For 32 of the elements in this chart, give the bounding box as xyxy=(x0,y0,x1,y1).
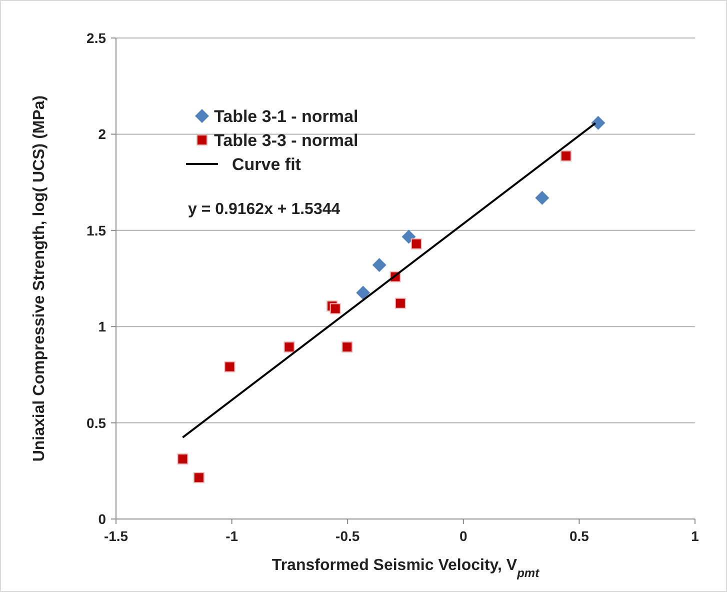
point xyxy=(410,238,422,250)
point xyxy=(372,258,386,272)
point xyxy=(193,472,204,484)
y-tick-label: 1 xyxy=(98,318,106,335)
y-tick-label: 0.5 xyxy=(86,414,106,431)
point xyxy=(342,341,353,352)
legend-label: Table 3-1 - normal xyxy=(214,107,358,126)
x-tick-label: 0.5 xyxy=(569,528,590,544)
point xyxy=(394,298,406,309)
y-tick-label: 2 xyxy=(98,126,106,142)
legend-label: Table 3-3 - normal xyxy=(214,131,358,150)
point xyxy=(560,150,572,162)
x-tick-label: 1 xyxy=(691,528,700,544)
point xyxy=(177,453,188,464)
x-tick-label: -0.5 xyxy=(336,528,360,544)
x-tick-label: -1.5 xyxy=(104,528,128,544)
x-axis-title: Transformed Seismic Velocity, V$_{pmt}$ xyxy=(272,557,540,580)
y-axis-title: Uniaxial Compressive Strength, log( UCS) (MPa) xyxy=(31,95,48,462)
y-tick-label: 2.5 xyxy=(86,30,106,46)
point xyxy=(402,230,416,244)
point xyxy=(330,303,341,314)
point xyxy=(284,341,295,352)
y-tick-label: 1.5 xyxy=(86,222,106,238)
point xyxy=(591,116,606,130)
annotation: y = 0.9162x + 1.5344 xyxy=(188,201,340,218)
point xyxy=(224,361,236,372)
x-tick-label: -1 xyxy=(226,528,238,544)
y-tick-label: 0 xyxy=(98,511,106,527)
point xyxy=(535,190,550,205)
point xyxy=(356,286,370,300)
legend-label: Curve fit xyxy=(232,155,302,174)
x-tick-label: 0 xyxy=(460,528,468,544)
